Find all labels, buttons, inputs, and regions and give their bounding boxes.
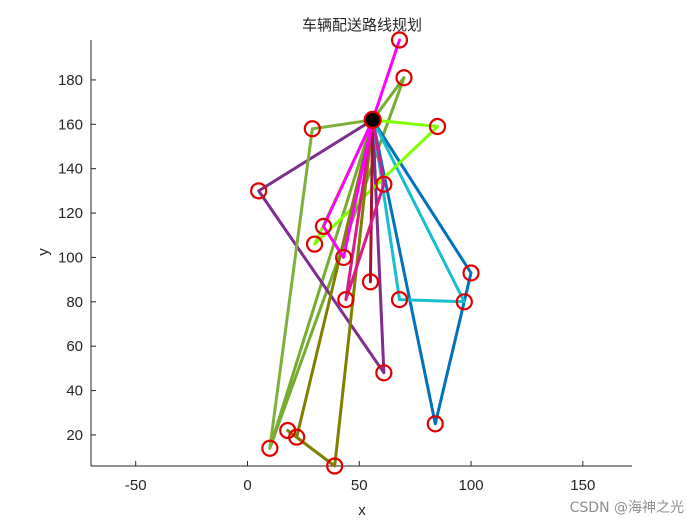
points <box>250 31 480 475</box>
y-tick-label: 120 <box>58 205 83 222</box>
customer-point <box>250 182 268 200</box>
customer-point <box>288 428 306 446</box>
route-line-10 <box>322 38 401 259</box>
customer-point <box>428 117 447 136</box>
customer-point <box>261 439 279 457</box>
y-tick-label: 20 <box>66 427 83 444</box>
customer-point <box>326 457 344 475</box>
customer-point <box>426 415 444 433</box>
x-tick-label: 150 <box>570 477 595 494</box>
x-tick-label: -50 <box>125 477 147 494</box>
customer-point <box>375 175 393 193</box>
customer-point <box>335 248 353 267</box>
axes: -50 0 50 100 150 20 40 60 80 100 120 140 160 180 <box>58 40 632 494</box>
x-tick-label: 50 <box>351 477 368 494</box>
customer-point <box>395 69 413 87</box>
x-tick-label: 100 <box>459 477 484 494</box>
y-tick-label: 60 <box>66 338 83 355</box>
customer-point <box>303 120 321 138</box>
customer-point <box>361 273 380 291</box>
x-tick-label: 0 <box>243 477 251 494</box>
route-line-8 <box>368 118 375 284</box>
depot-point <box>363 110 382 129</box>
y-tick-label: 140 <box>58 161 83 178</box>
y-tick-label: 160 <box>58 116 83 133</box>
routes <box>257 38 473 468</box>
chart-title: 车辆配送路线规划 <box>302 16 422 34</box>
customer-point <box>337 290 355 309</box>
customer-point <box>455 293 473 311</box>
route-line-2 <box>257 118 386 375</box>
customer-point <box>375 364 393 382</box>
customer-point <box>390 290 409 309</box>
y-tick-label: 80 <box>66 294 83 311</box>
x-axis-label: x <box>358 502 366 519</box>
customer-point <box>314 217 333 235</box>
customer-point <box>462 264 480 282</box>
customer-point <box>390 31 409 49</box>
y-axis-label: y <box>35 248 52 256</box>
route-line-6 <box>286 118 375 468</box>
y-tick-label: 40 <box>66 383 83 400</box>
route-line-7 <box>268 118 375 450</box>
customer-point <box>305 235 324 253</box>
y-tick-label: 100 <box>58 249 83 266</box>
route-line-9 <box>344 118 386 302</box>
y-tick-label: 180 <box>58 72 83 89</box>
watermark: CSDN @海神之光 <box>569 500 684 516</box>
route-line-4 <box>371 118 466 304</box>
route-line-3 <box>371 118 473 426</box>
